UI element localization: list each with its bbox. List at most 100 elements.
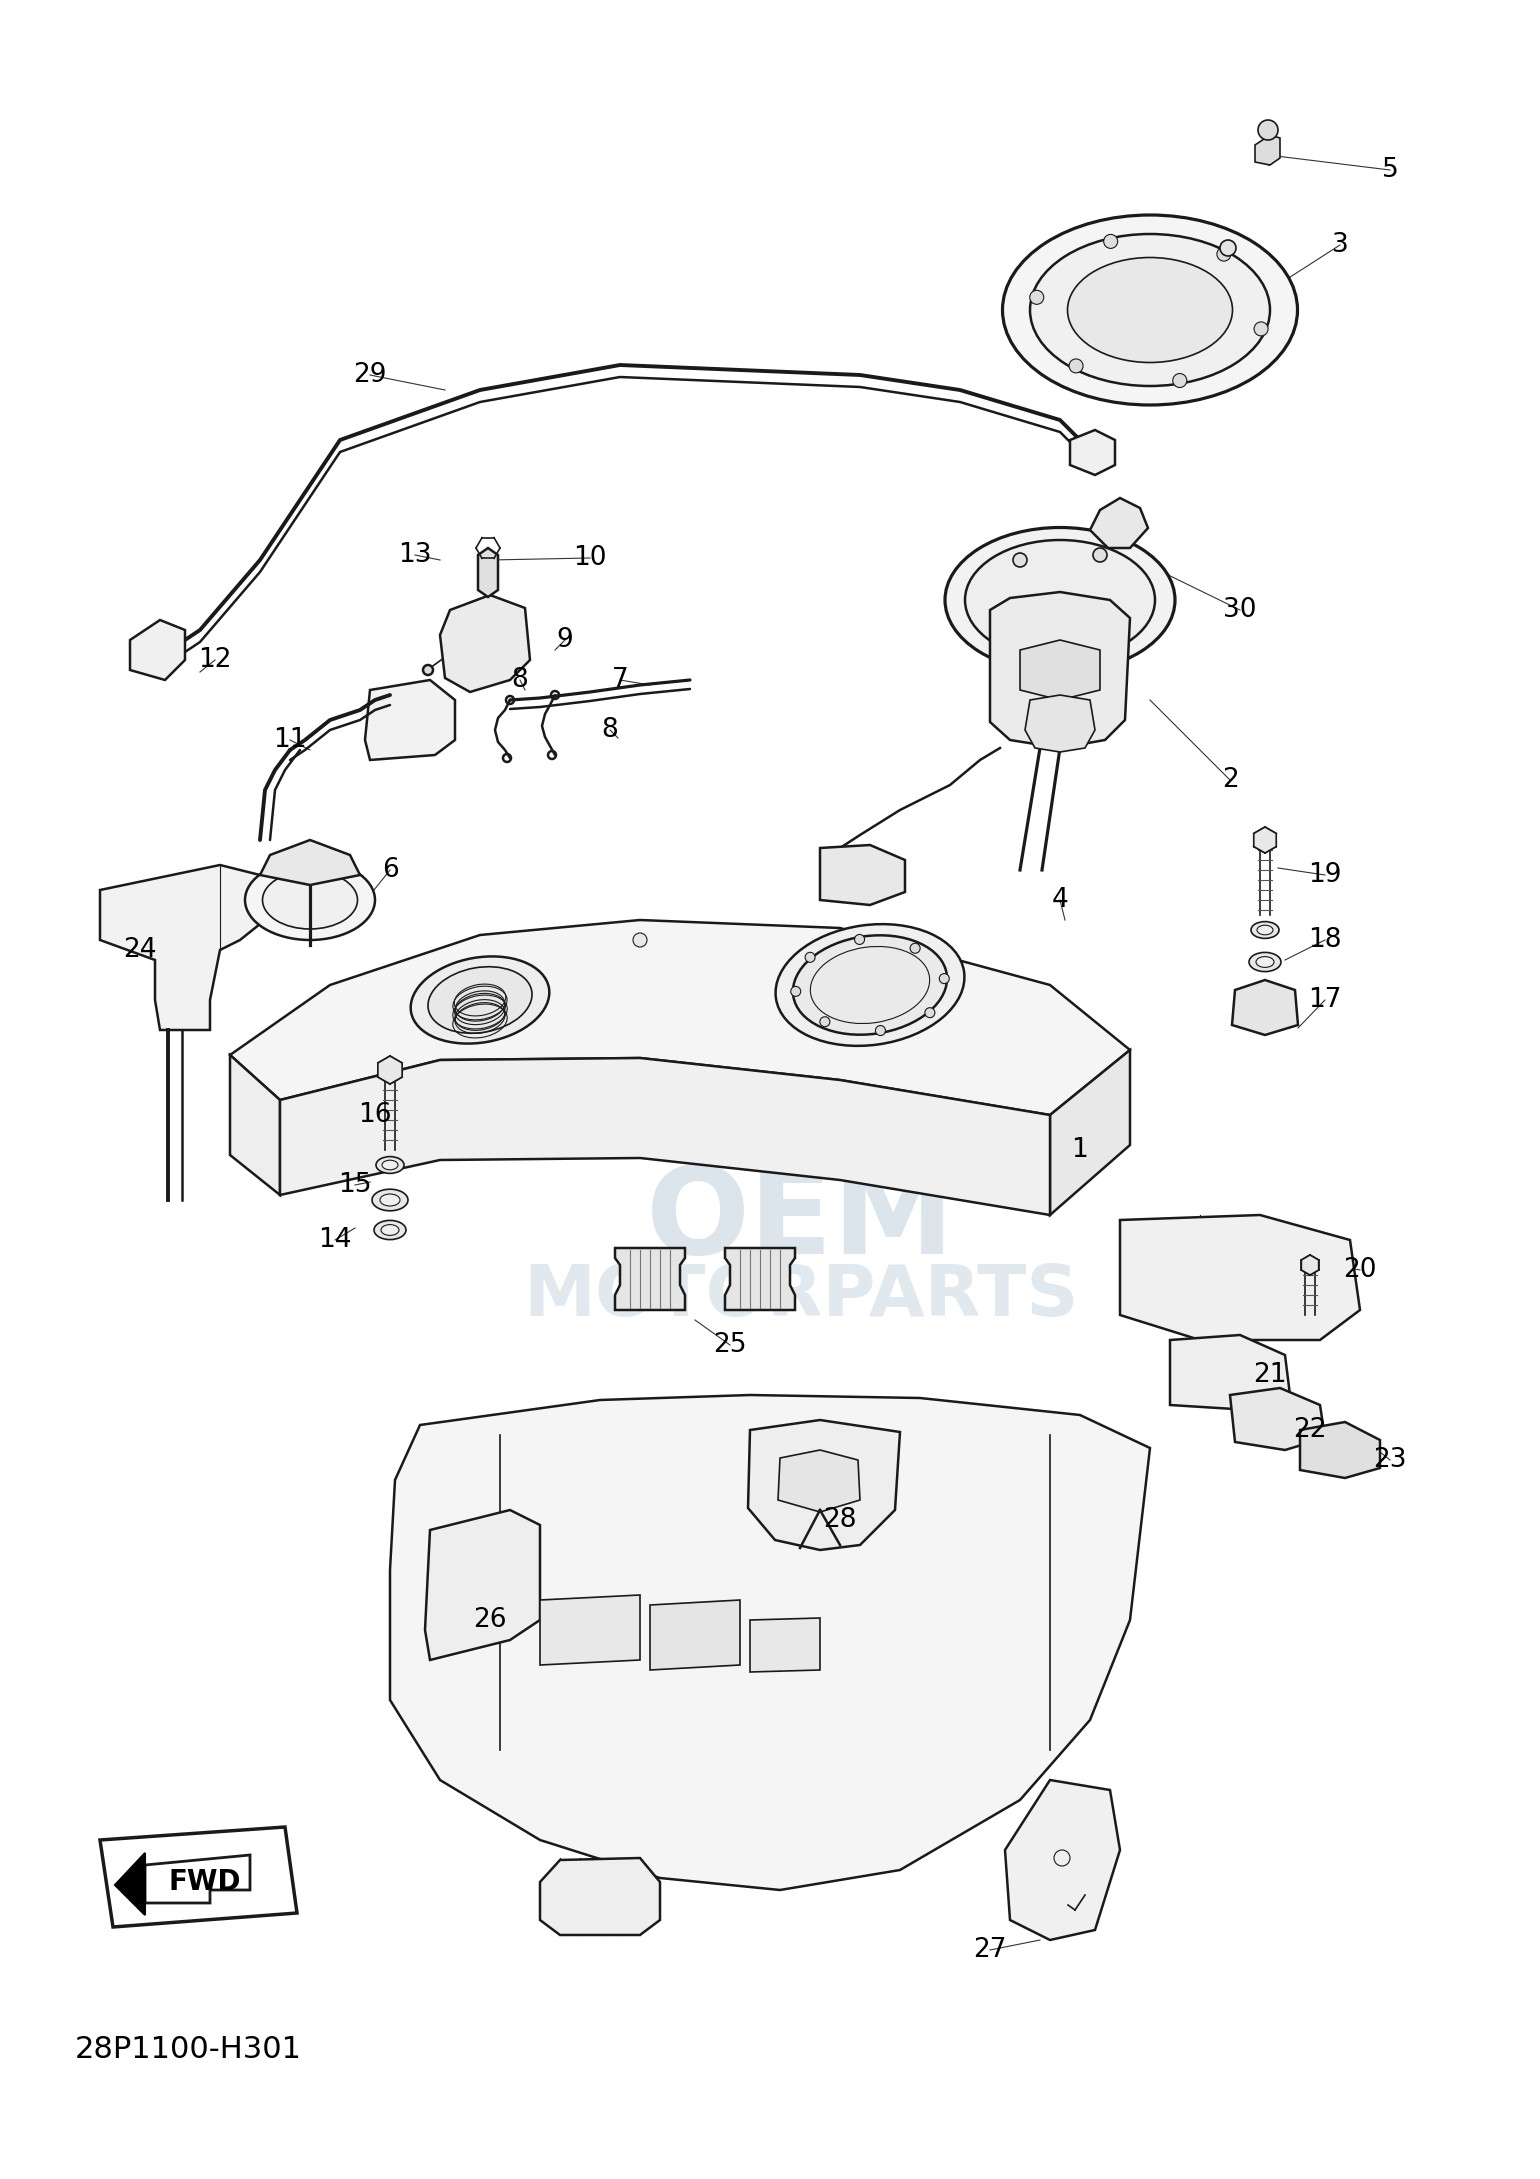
Polygon shape (650, 1599, 741, 1669)
Polygon shape (100, 1826, 297, 1926)
Polygon shape (541, 1595, 641, 1665)
Text: 23: 23 (1374, 1447, 1406, 1473)
Text: 11: 11 (273, 728, 306, 754)
Ellipse shape (966, 540, 1155, 660)
Polygon shape (990, 593, 1130, 747)
Polygon shape (477, 547, 497, 597)
Ellipse shape (374, 1220, 407, 1240)
Circle shape (1013, 553, 1027, 567)
Polygon shape (614, 1249, 685, 1310)
Ellipse shape (373, 1190, 408, 1212)
Polygon shape (1050, 1050, 1130, 1216)
Polygon shape (1254, 828, 1277, 852)
Ellipse shape (1030, 233, 1270, 386)
Ellipse shape (1257, 957, 1274, 967)
Text: 3: 3 (1332, 231, 1349, 257)
Text: 18: 18 (1309, 926, 1341, 952)
Ellipse shape (1003, 216, 1298, 405)
Polygon shape (377, 1057, 402, 1083)
Text: 9: 9 (556, 628, 573, 654)
Polygon shape (229, 1055, 280, 1194)
Circle shape (1030, 290, 1044, 305)
Circle shape (790, 987, 801, 996)
Text: 14: 14 (319, 1227, 351, 1253)
Polygon shape (778, 1449, 859, 1512)
Circle shape (926, 1007, 935, 1018)
Ellipse shape (411, 957, 550, 1044)
Circle shape (942, 983, 956, 998)
Polygon shape (116, 1852, 145, 1915)
Ellipse shape (245, 861, 376, 939)
Polygon shape (541, 1859, 661, 1935)
Polygon shape (280, 1059, 1050, 1216)
Polygon shape (425, 1510, 541, 1660)
Ellipse shape (380, 1225, 399, 1235)
Polygon shape (390, 1395, 1150, 1889)
Ellipse shape (262, 872, 357, 928)
Polygon shape (260, 839, 360, 885)
Ellipse shape (382, 1159, 397, 1170)
Circle shape (855, 935, 864, 944)
Text: 8: 8 (602, 717, 619, 743)
Text: FWD: FWD (169, 1867, 242, 1896)
Ellipse shape (776, 924, 964, 1046)
Text: 26: 26 (473, 1606, 507, 1632)
Circle shape (444, 967, 457, 983)
Circle shape (1258, 120, 1278, 139)
Circle shape (1093, 547, 1107, 562)
Circle shape (424, 665, 433, 675)
Text: 27: 27 (973, 1937, 1007, 1963)
Polygon shape (725, 1249, 795, 1310)
Text: 22: 22 (1294, 1416, 1327, 1442)
Polygon shape (440, 595, 530, 693)
Polygon shape (748, 1421, 899, 1549)
Text: 17: 17 (1309, 987, 1341, 1013)
Text: 13: 13 (399, 543, 431, 569)
Polygon shape (819, 845, 906, 904)
Polygon shape (1070, 429, 1115, 475)
Polygon shape (229, 920, 1130, 1116)
Polygon shape (1090, 499, 1147, 547)
Text: 28: 28 (824, 1508, 856, 1534)
Ellipse shape (1249, 952, 1281, 972)
Circle shape (819, 1018, 830, 1026)
Text: 19: 19 (1309, 863, 1341, 889)
Text: 29: 29 (353, 362, 387, 388)
Text: 6: 6 (382, 856, 399, 882)
Circle shape (875, 1026, 885, 1035)
Text: 30: 30 (1223, 597, 1257, 623)
Circle shape (813, 941, 827, 954)
Text: 1: 1 (1072, 1137, 1089, 1164)
Polygon shape (1230, 1388, 1324, 1449)
Polygon shape (1006, 1780, 1120, 1939)
Text: 7: 7 (611, 667, 628, 693)
Polygon shape (129, 621, 185, 680)
Polygon shape (365, 680, 454, 760)
Polygon shape (1300, 1423, 1380, 1477)
Text: 12: 12 (199, 647, 231, 673)
Circle shape (910, 944, 919, 952)
Text: 20: 20 (1343, 1257, 1377, 1283)
Text: 2: 2 (1221, 767, 1238, 793)
Text: 21: 21 (1254, 1362, 1287, 1388)
Text: 10: 10 (573, 545, 607, 571)
Text: 16: 16 (359, 1103, 391, 1129)
Circle shape (633, 933, 647, 948)
Polygon shape (1255, 135, 1280, 166)
Circle shape (805, 952, 815, 963)
Text: OEM: OEM (647, 1161, 955, 1279)
Text: 15: 15 (339, 1172, 371, 1198)
Text: 8: 8 (511, 667, 528, 693)
Circle shape (1069, 360, 1083, 373)
Ellipse shape (1257, 926, 1274, 935)
Circle shape (939, 974, 949, 983)
Circle shape (1220, 240, 1237, 255)
Circle shape (1173, 373, 1187, 388)
Text: 4: 4 (1052, 887, 1069, 913)
Ellipse shape (428, 967, 531, 1033)
Ellipse shape (946, 527, 1175, 673)
Ellipse shape (1250, 922, 1280, 939)
Ellipse shape (376, 1157, 403, 1174)
Circle shape (1104, 235, 1118, 248)
Polygon shape (145, 1854, 249, 1902)
